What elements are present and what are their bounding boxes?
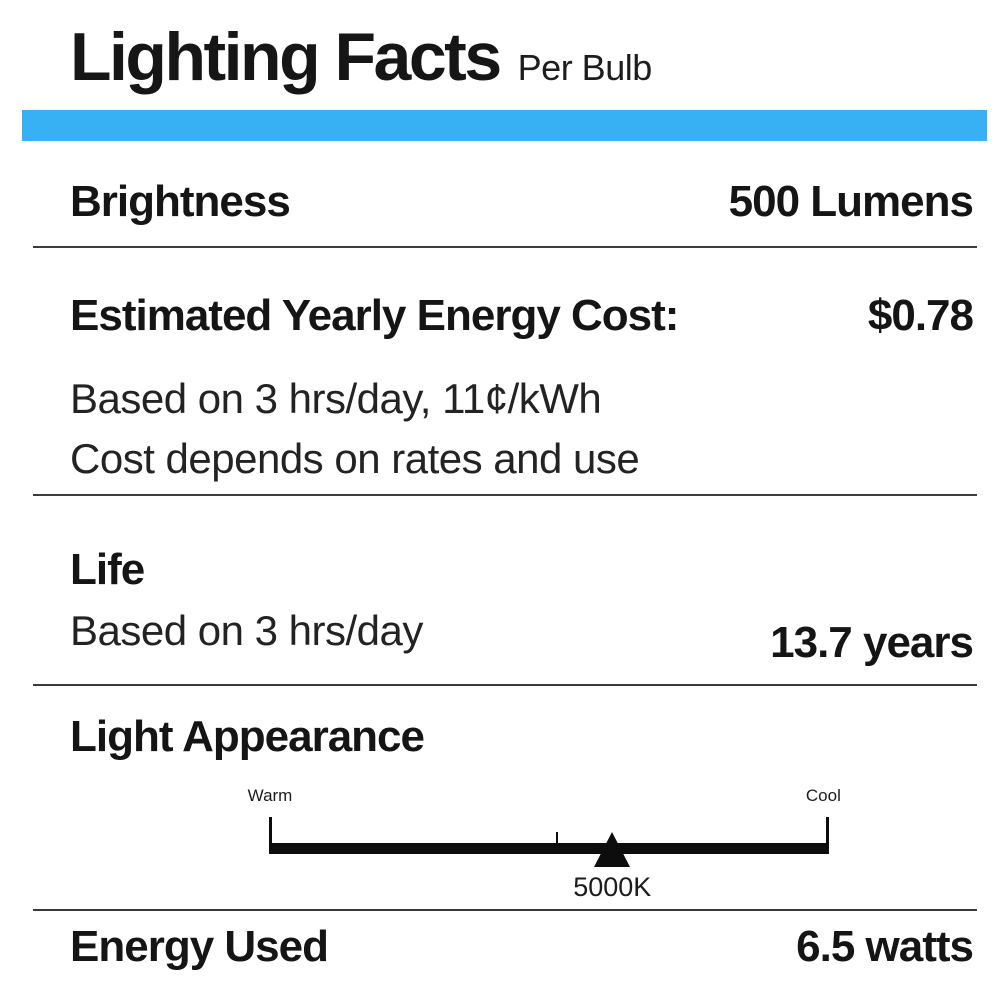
light-appearance-row: Light Appearance <box>70 712 973 762</box>
life-label: Life <box>70 545 145 594</box>
divider <box>33 494 977 496</box>
scale-bar <box>269 843 829 854</box>
warm-label: Warm <box>247 786 293 805</box>
brightness-value: 500 Lumens <box>728 177 974 226</box>
energy-used-row: Energy Used 6.5 watts <box>70 922 974 972</box>
header: Lighting Facts Per Bulb <box>70 18 973 96</box>
page-title: Lighting Facts <box>70 19 502 95</box>
life-row: Life <box>70 545 973 595</box>
energy-cost-note-1: Based on 3 hrs/day, 11¢/kWh <box>70 375 973 423</box>
accent-bar <box>22 110 987 141</box>
energy-cost-row: Estimated Yearly Energy Cost: $0.78 <box>70 291 974 341</box>
subtitle-per-bulb: Per Bulb <box>517 47 653 88</box>
kelvin-marker-icon <box>594 832 631 867</box>
energy-cost-note-2-text: Cost depends on rates and use <box>70 435 640 482</box>
divider <box>33 684 977 686</box>
life-note: Based on 3 hrs/day <box>70 607 423 654</box>
energy-cost-note-2: Cost depends on rates and use <box>70 435 973 483</box>
cool-label: Cool <box>805 786 841 805</box>
life-value: 13.7 years <box>770 618 974 667</box>
brightness-row: Brightness 500 Lumens <box>70 177 974 227</box>
light-appearance-label: Light Appearance <box>70 712 425 761</box>
scale-right-tick <box>826 817 829 843</box>
energy-used-value: 6.5 watts <box>796 922 974 971</box>
kelvin-value: 5000K <box>573 872 652 902</box>
scale-mid-tick <box>555 832 558 843</box>
life-note-row: Based on 3 hrs/day 13.7 years <box>70 606 974 667</box>
energy-cost-value: $0.78 <box>867 291 974 340</box>
divider <box>33 909 977 911</box>
color-temperature-scale: Warm Cool 5000K <box>248 780 841 905</box>
energy-cost-note-1-text: Based on 3 hrs/day, 11¢/kWh <box>70 375 602 422</box>
brightness-label: Brightness <box>70 177 291 226</box>
energy-used-label: Energy Used <box>70 922 329 971</box>
scale-left-tick <box>269 817 272 843</box>
divider <box>33 246 977 248</box>
energy-cost-label: Estimated Yearly Energy Cost: <box>70 291 679 340</box>
